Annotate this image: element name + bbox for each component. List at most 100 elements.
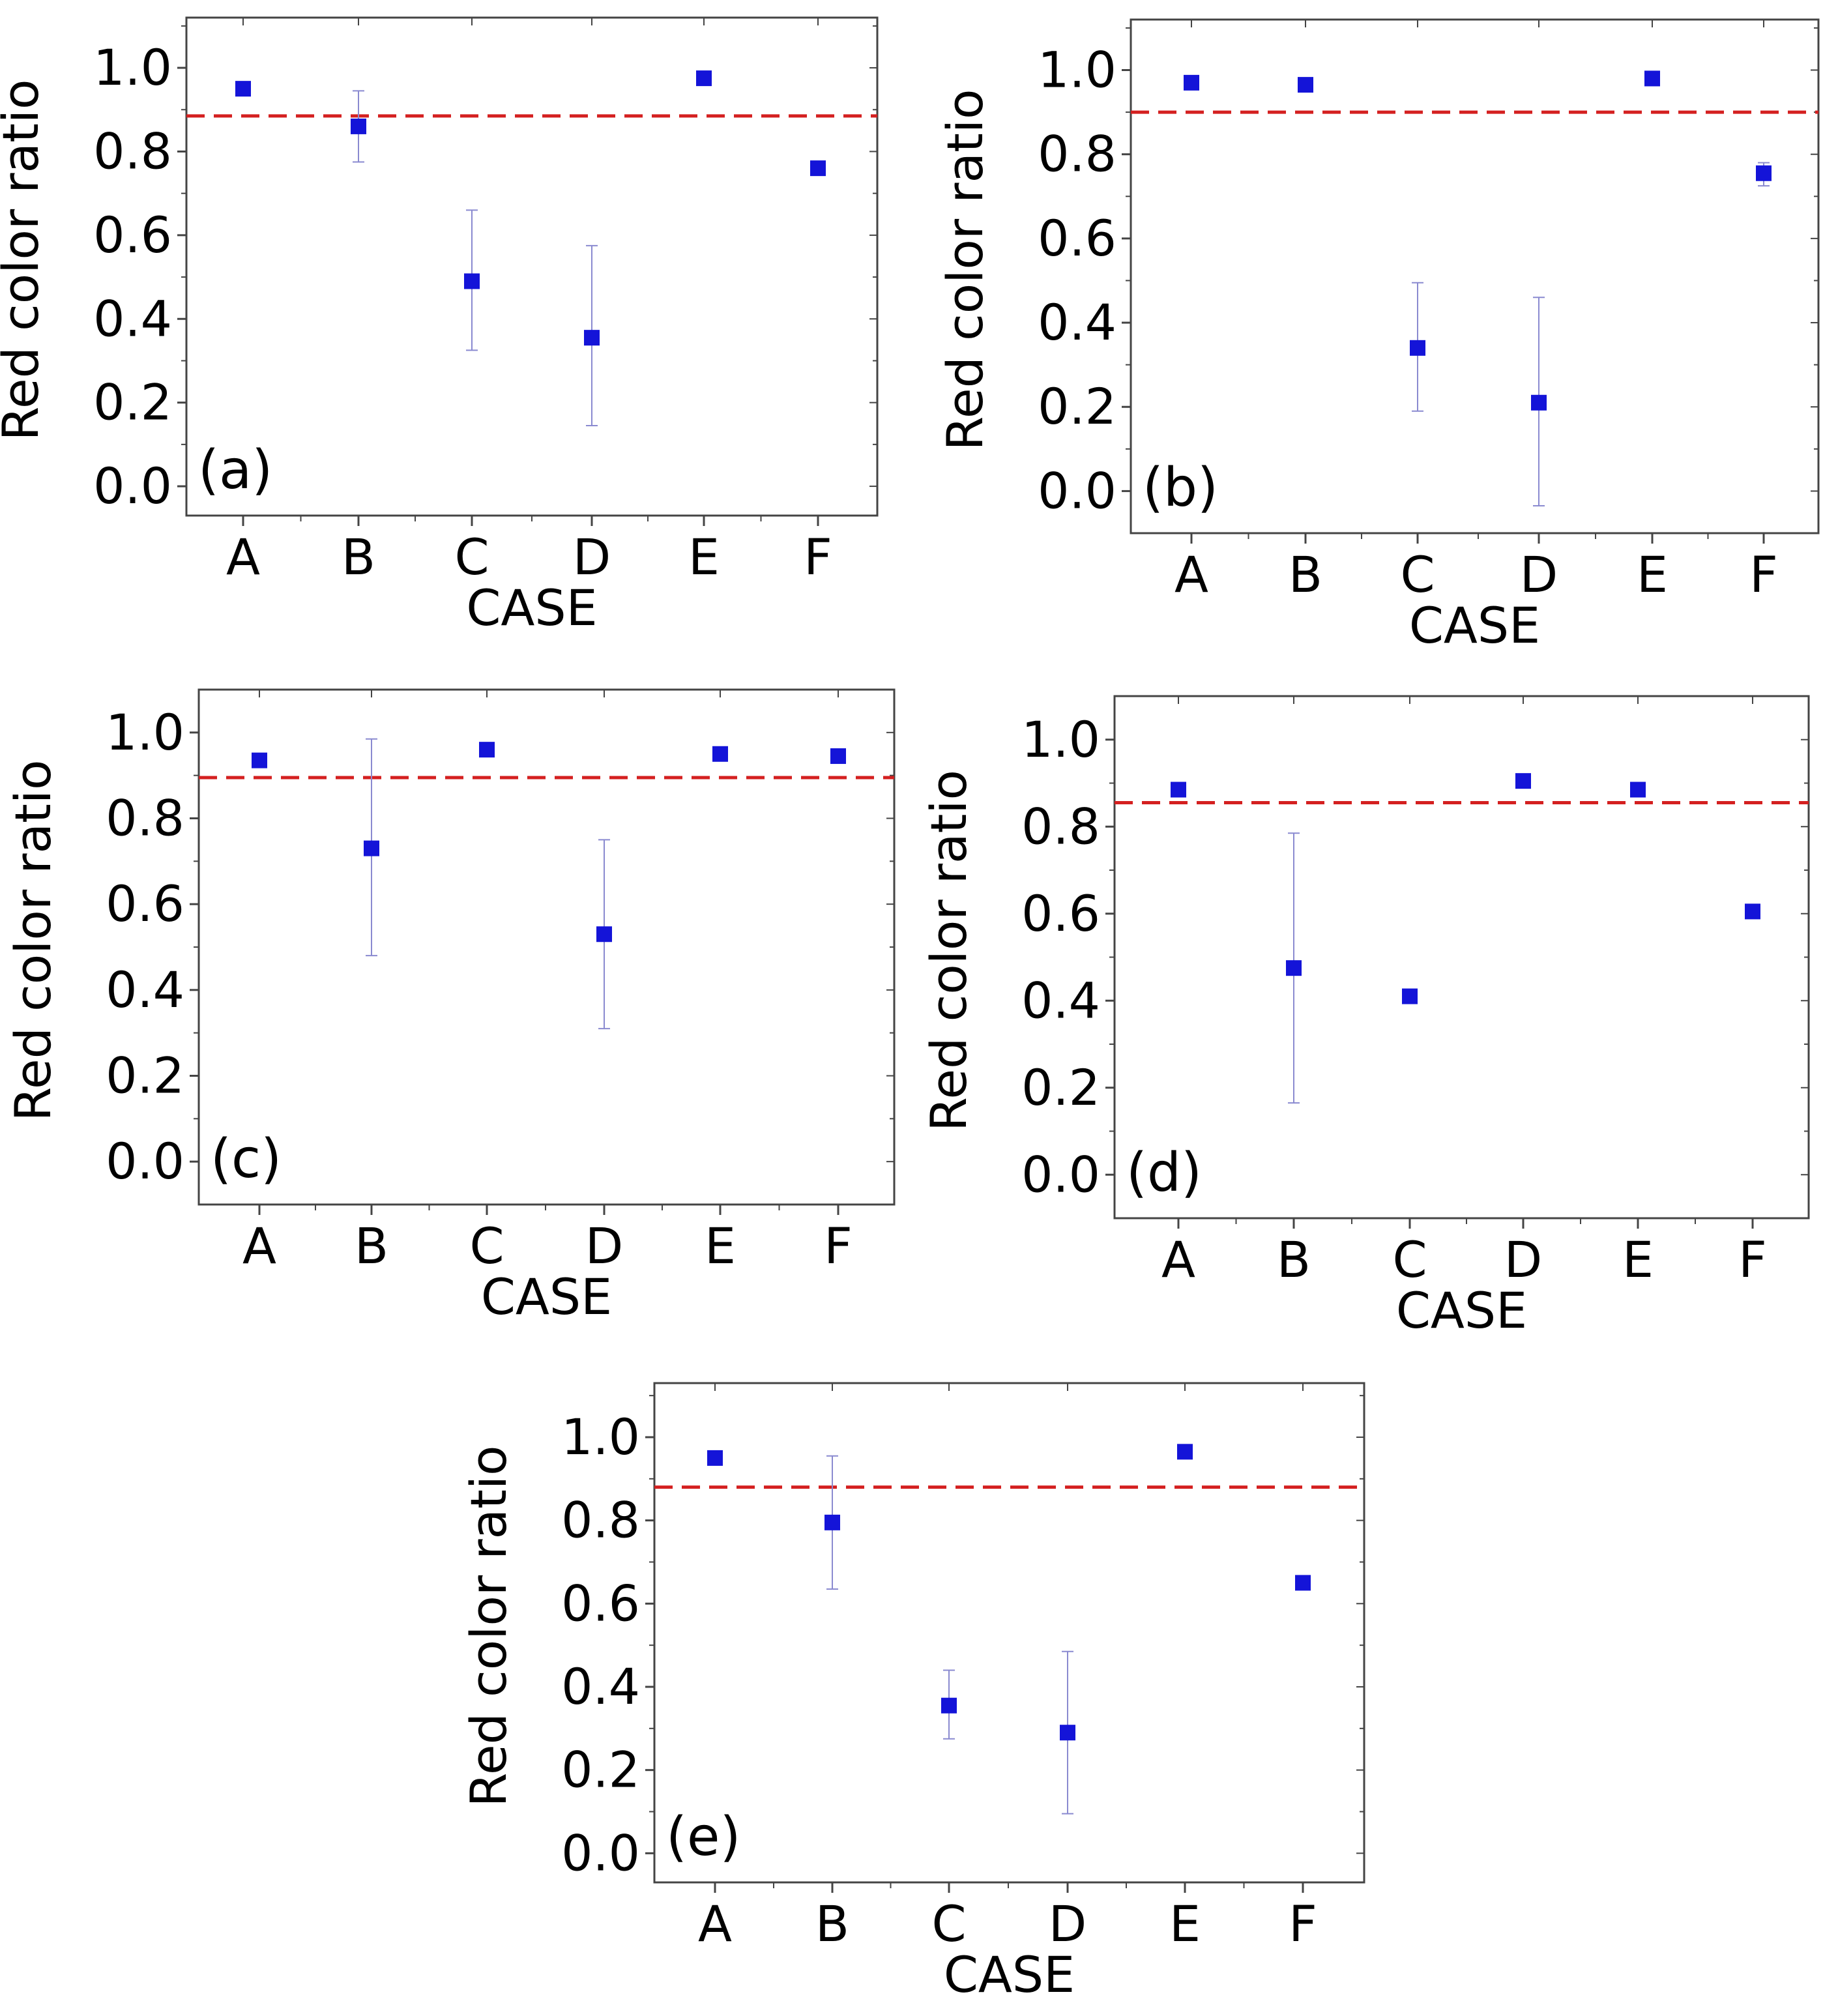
data-point [1531, 394, 1547, 411]
y-tick-label: 0.0 [561, 1824, 640, 1882]
data-point [1630, 782, 1646, 798]
y-tick-label: 1.0 [561, 1408, 640, 1466]
plot-frame [1113, 695, 1810, 1220]
data-point [1060, 1725, 1075, 1741]
x-axis-label: CASE [466, 579, 597, 637]
data-point [824, 1514, 840, 1530]
y-tick-label: 0.2 [106, 1047, 184, 1105]
panel-label: (c) [211, 1128, 282, 1190]
x-tick-label: B [815, 1895, 849, 1953]
y-tick-label: 0.8 [106, 789, 184, 847]
data-point [810, 160, 826, 177]
y-tick-label: 0.8 [93, 122, 172, 180]
data-point [479, 742, 495, 758]
panel-label: (a) [198, 439, 272, 501]
x-tick-label: A [1161, 1231, 1195, 1289]
x-tick-label: C [454, 528, 489, 586]
y-tick-label: 0.2 [1021, 1059, 1100, 1117]
data-point [696, 70, 712, 87]
chart-panel: 0.0 0.2 0.4 0.6 0.8 1.0 A B C D E F (a) CASE Red color… [0, 16, 879, 637]
x-tick-label: F [824, 1217, 853, 1275]
panel-label: (b) [1143, 457, 1218, 519]
y-tick-label: 0.6 [106, 875, 184, 933]
y-tick-label: 0.6 [93, 206, 172, 264]
x-axis-label: CASE [1409, 596, 1540, 654]
x-tick-label: E [1169, 1895, 1201, 1953]
chart-panel: 0.0 0.2 0.4 0.6 0.8 1.0 A B C D E F (d) CASE Red color… [920, 695, 1810, 1339]
x-tick-label: C [1400, 546, 1435, 604]
data-point [1745, 903, 1760, 920]
data-point [351, 118, 366, 134]
data-point [464, 273, 480, 289]
chart-panel: 0.0 0.2 0.4 0.6 0.8 1.0 A B C D E F (b) CASE Red color… [936, 18, 1820, 654]
panel-label: (d) [1126, 1142, 1202, 1204]
y-axis-label: Red color ratio [920, 770, 978, 1132]
x-axis-label: CASE [1396, 1281, 1527, 1339]
x-tick-label: E [1622, 1231, 1654, 1289]
data-point [1171, 782, 1186, 798]
chart-panel: 0.0 0.2 0.4 0.6 0.8 1.0 A B C D E F (c) CASE Red color… [4, 688, 896, 1326]
x-tick-label: A [242, 1217, 276, 1275]
data-point [1410, 340, 1425, 356]
y-tick-label: 1.0 [1038, 41, 1116, 99]
y-tick-label: 0.6 [1038, 209, 1116, 267]
y-tick-label: 0.8 [1038, 125, 1116, 183]
x-tick-label: E [1637, 546, 1668, 604]
y-tick-label: 0.4 [1021, 971, 1100, 1029]
y-tick-label: 0.2 [1038, 377, 1116, 435]
x-tick-label: B [342, 528, 375, 586]
x-tick-label: F [1738, 1231, 1767, 1289]
data-point [830, 748, 846, 765]
chart-panel: 0.0 0.2 0.4 0.6 0.8 1.0 A B C D E F (e) CASE Red color… [460, 1382, 1365, 2004]
data-point [1644, 70, 1660, 87]
x-tick-label: D [1049, 1895, 1087, 1953]
y-tick-label: 0.4 [1038, 293, 1116, 351]
y-tick-label: 1.0 [1021, 710, 1100, 768]
panel-label: (e) [666, 1806, 740, 1868]
y-tick-label: 1.0 [93, 38, 172, 96]
data-point [712, 746, 728, 762]
data-point [364, 840, 379, 856]
y-tick-label: 0.0 [106, 1132, 184, 1190]
data-point [707, 1450, 723, 1466]
x-tick-label: D [1520, 546, 1558, 604]
data-point [252, 752, 267, 768]
x-tick-label: A [698, 1895, 732, 1953]
x-tick-label: C [1392, 1231, 1427, 1289]
x-tick-label: F [804, 528, 832, 586]
data-point [596, 926, 612, 942]
x-tick-label: B [1289, 546, 1322, 604]
x-tick-label: F [1749, 546, 1778, 604]
data-point [1402, 988, 1418, 1004]
x-tick-label: E [705, 1217, 736, 1275]
data-point [1184, 74, 1199, 91]
data-point [1515, 773, 1531, 789]
y-tick-label: 0.6 [1021, 884, 1100, 942]
y-tick-label: 0.0 [1021, 1145, 1100, 1203]
x-tick-label: A [226, 528, 260, 586]
x-tick-label: C [931, 1895, 966, 1953]
data-point [1177, 1444, 1193, 1460]
y-tick-label: 0.2 [93, 373, 172, 431]
y-tick-label: 0.4 [561, 1658, 640, 1716]
data-point [1286, 960, 1302, 976]
data-point [941, 1697, 957, 1714]
x-tick-label: D [1504, 1231, 1543, 1289]
y-tick-label: 0.6 [561, 1574, 640, 1632]
x-tick-label: D [585, 1217, 624, 1275]
data-point [1295, 1575, 1311, 1591]
x-tick-label: A [1174, 546, 1208, 604]
data-point [1298, 77, 1313, 93]
x-tick-label: C [469, 1217, 504, 1275]
y-axis-label: Red color ratio [936, 89, 994, 450]
y-axis-label: Red color ratio [0, 79, 50, 441]
y-tick-label: 0.8 [561, 1491, 640, 1549]
data-point [584, 330, 600, 346]
y-tick-label: 0.2 [561, 1741, 640, 1799]
x-tick-label: B [1277, 1231, 1311, 1289]
y-tick-label: 1.0 [106, 703, 184, 761]
y-axis-label: Red color ratio [4, 759, 62, 1121]
y-tick-label: 0.4 [93, 289, 172, 347]
plot-frame [197, 688, 896, 1206]
